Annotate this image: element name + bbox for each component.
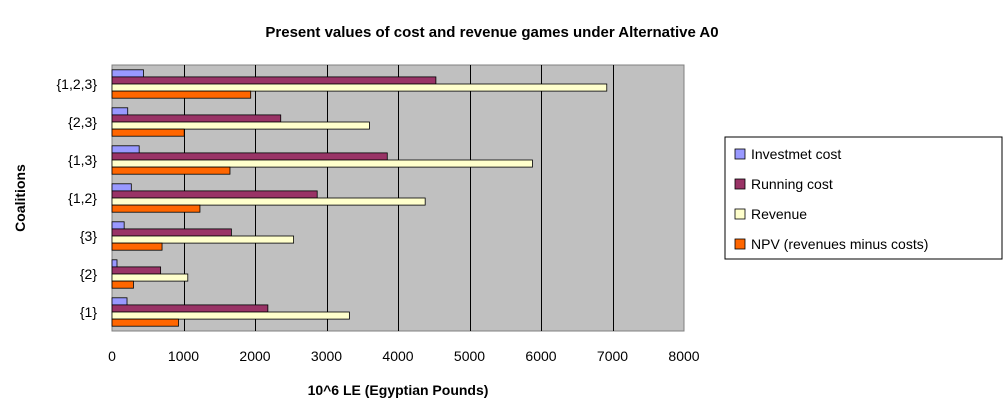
bar [111,197,426,206]
bar [111,121,370,130]
bar [111,159,533,168]
x-tick-label: 4000 [382,348,413,364]
bar [111,145,140,154]
x-tick-label: 2000 [239,348,270,364]
y-tick-label: {1,2} [68,190,97,206]
bar [111,128,185,137]
bar [111,76,437,85]
y-tick-label: {1,2,3} [57,76,98,92]
legend-box [724,136,1003,260]
bar [111,297,128,306]
y-tick-label: {3} [80,228,97,244]
legend-label: NPV (revenues minus costs) [751,236,928,252]
legend-swatch [734,238,746,250]
x-tick-label: 6000 [525,348,556,364]
y-tick-label: {2} [80,266,97,282]
bar [111,280,134,289]
bar [111,83,608,92]
legend-swatch [734,178,746,190]
bar [111,259,118,268]
bar [111,242,163,251]
x-tick-label: 3000 [311,348,342,364]
x-axis-title: 10^6 LE (Egyptian Pounds) [308,382,489,398]
legend-swatch [734,208,746,220]
x-tick-label: 5000 [454,348,485,364]
y-tick-label: {2,3} [68,114,97,130]
legend-label: Running cost [751,176,833,192]
bar [111,304,269,313]
bar [111,190,318,199]
legend-label: Revenue [751,206,807,222]
x-tick-label: 7000 [597,348,628,364]
bar [111,107,129,116]
x-tick-label: 1000 [168,348,199,364]
y-tick-label: {1} [80,304,97,320]
bar [111,90,252,99]
bar [111,235,295,244]
y-tick-labels: {1} {2} {3} {1,2} {1,3} {2,3} {1,2,3} [57,76,98,320]
x-tick-label: 0 [108,348,116,364]
bar [111,228,232,237]
bar [111,311,350,320]
bar [111,183,132,192]
bar [111,114,282,123]
chart-title: Present values of cost and revenue games… [265,24,718,41]
legend: Investmet cost Running cost Revenue NPV (re… [724,136,1003,260]
x-tick-labels: 0 1000 2000 3000 4000 5000 6000 7000 8000 [108,348,700,364]
bar [111,266,162,275]
bar [111,152,388,161]
legend-label: Investmet cost [751,146,841,162]
bar [111,273,189,282]
legend-swatch [734,148,746,160]
bar [111,69,144,78]
bar [111,204,201,213]
y-axis-title: Coalitions [12,164,28,232]
x-tick-label: 8000 [668,348,699,364]
bar [111,166,231,175]
bar [111,318,179,327]
gridlines [184,65,614,331]
bar [111,221,125,230]
bars [111,69,608,327]
y-tick-label: {1,3} [68,152,97,168]
